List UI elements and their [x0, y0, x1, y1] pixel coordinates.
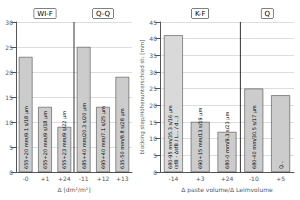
svg-text:-0: -0 [23, 175, 29, 182]
svg-text:+24: +24 [221, 175, 234, 182]
svg-text:635-50 mm/8.8 s/28 μm: 635-50 mm/8.8 s/28 μm [119, 108, 126, 169]
svg-text:+3: +3 [196, 175, 205, 182]
svg-text:30: 30 [149, 69, 157, 76]
svg-text:680-0 mm/9.3 s/23 μm: 680-0 mm/9.3 s/23 μm [224, 111, 231, 169]
svg-text:+1: +1 [41, 175, 50, 182]
svg-text:Q: Q [264, 10, 270, 18]
svg-text:Q-Q: Q-Q [96, 10, 110, 18]
svg-text:0: 0 [9, 169, 13, 176]
svg-text:680-40 mm/30.5 s/17 μm: 680-40 mm/30.5 s/17 μm [251, 105, 258, 169]
svg-text:-10: -10 [249, 175, 259, 182]
svg-text:15: 15 [149, 119, 157, 126]
svg-text:655+20 mm/9.1 s/18 μm: 655+20 mm/9.1 s/18 μm [23, 106, 30, 169]
svg-text:25: 25 [149, 85, 157, 92]
svg-text:Δ [dm²/m²]: Δ [dm²/m²] [57, 186, 90, 193]
svg-text:-14: -14 [168, 175, 178, 182]
svg-text:45: 45 [149, 19, 157, 26]
svg-text:695+40 mm/7.1 s/25 μm: 695+40 mm/7.1 s/25 μm [100, 106, 107, 169]
svg-text:5: 5 [9, 144, 13, 151]
svg-text:K-F: K-F [195, 10, 205, 18]
svg-text:655+23 mm/9 s/22 μm: 655+23 mm/9 s/22 μm [61, 111, 68, 169]
svg-text:30: 30 [5, 19, 13, 26]
svg-text:20: 20 [149, 102, 157, 109]
svg-text:Δ paste volume/Δ Leimvolume: Δ paste volume/Δ Leimvolume [181, 186, 273, 194]
svg-text:+24: +24 [58, 175, 71, 182]
svg-text:15: 15 [5, 94, 13, 101]
svg-text:+13: +13 [116, 175, 129, 182]
svg-text:20: 20 [5, 69, 13, 76]
svg-text:WI-F: WI-F [37, 10, 53, 18]
svg-text:0: 0 [153, 169, 157, 176]
svg-text:blocking step/Höhenunterschied: blocking step/Höhenunterschied st₁ [mm] [139, 40, 146, 155]
svg-text:685+40 mm/20.3 s/20 μm: 685+40 mm/20.3 s/20 μm [81, 103, 88, 169]
svg-text:655+20 mm/9 s/18 μm: 655+20 mm/9 s/18 μm [42, 111, 49, 169]
svg-text:680-95 mm/35.3 s/16 μm: 680-95 mm/35.3 s/16 μm [167, 105, 174, 169]
svg-text:(sfB - ΔsfB / L... / d...): (sfB - ΔsfB / L... / d...) [173, 116, 179, 169]
svg-text:25: 25 [5, 44, 13, 51]
svg-text:690+15 mm/13 s/19 μm: 690+15 mm/13 s/19 μm [197, 108, 204, 169]
svg-text:-11: -11 [79, 175, 89, 182]
svg-text:10: 10 [5, 119, 13, 126]
svg-text:+5: +5 [276, 175, 285, 182]
svg-text:10: 10 [149, 135, 157, 142]
svg-text:40: 40 [149, 35, 157, 42]
svg-text:+12: +12 [97, 175, 110, 182]
svg-text:5: 5 [153, 152, 157, 159]
svg-text:35: 35 [149, 52, 157, 59]
svg-text:Q...: Q... [278, 160, 284, 169]
